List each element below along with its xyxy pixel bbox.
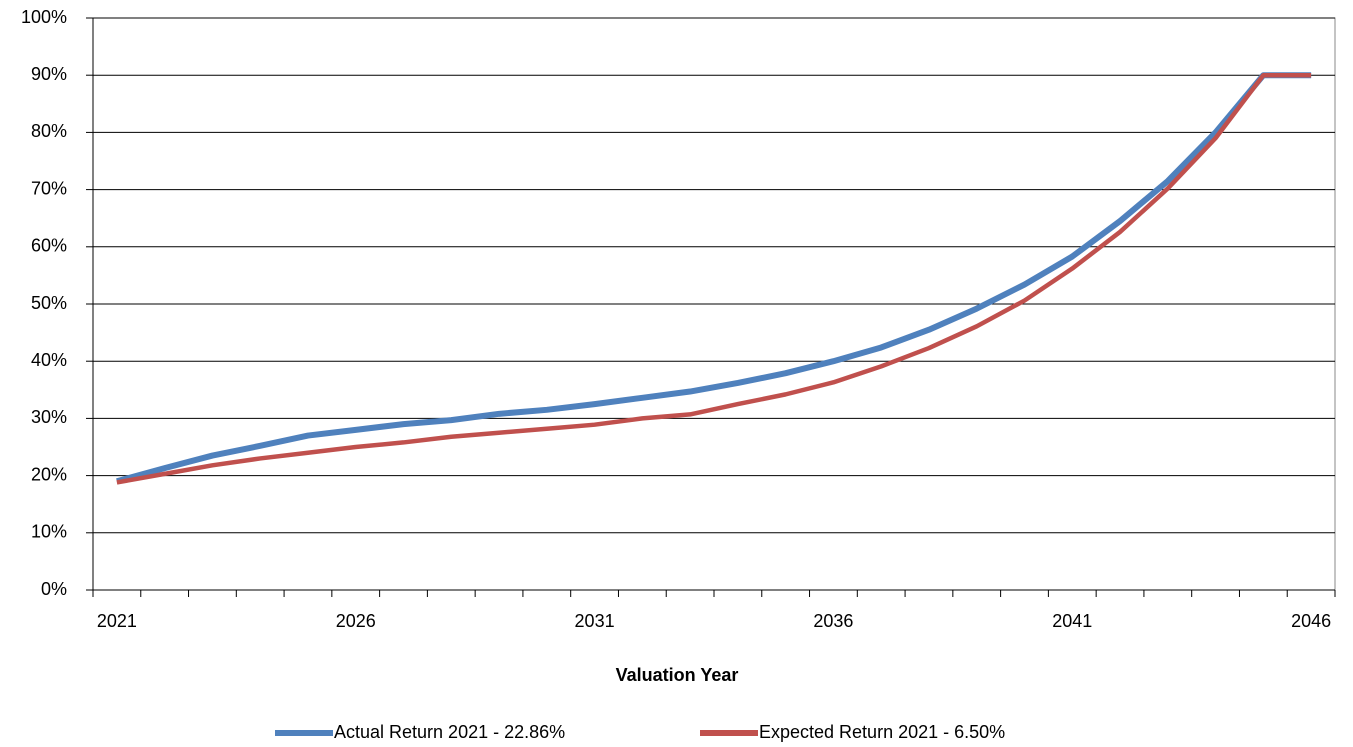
- y-tick-label: 0%: [41, 579, 67, 599]
- y-tick-label: 60%: [31, 236, 67, 256]
- y-tick-label: 20%: [31, 464, 67, 484]
- y-tick-label: 100%: [21, 7, 67, 27]
- x-tick-label: 2026: [336, 611, 376, 631]
- y-tick-label: 30%: [31, 407, 67, 427]
- x-tick-label: 2036: [813, 611, 853, 631]
- y-tick-label: 10%: [31, 522, 67, 542]
- y-tick-label: 70%: [31, 178, 67, 198]
- x-tick-label: 2046: [1291, 611, 1331, 631]
- x-tick-label: 2021: [97, 611, 137, 631]
- series-line: [116, 72, 1312, 485]
- legend-label: Actual Return 2021 - 22.86%: [334, 722, 565, 742]
- y-tick-label: 80%: [31, 121, 67, 141]
- x-tick-label: 2031: [575, 611, 615, 631]
- series-line: [116, 72, 1312, 485]
- x-tick-label: 2041: [1052, 611, 1092, 631]
- y-tick-label: 50%: [31, 293, 67, 313]
- legend-label: Expected Return 2021 - 6.50%: [759, 722, 1005, 742]
- y-tick-label: 40%: [31, 350, 67, 370]
- y-tick-label: 90%: [31, 64, 67, 84]
- x-axis-title: Valuation Year: [616, 665, 739, 685]
